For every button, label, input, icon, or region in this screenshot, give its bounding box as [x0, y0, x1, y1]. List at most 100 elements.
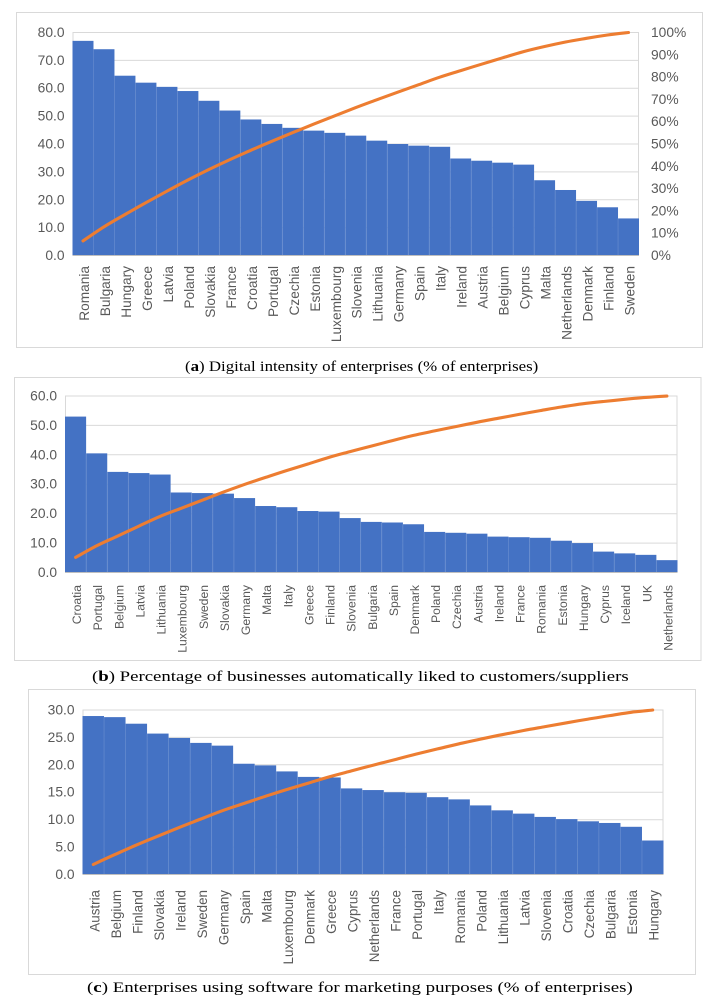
svg-text:80.0: 80.0	[38, 25, 65, 40]
svg-text:0.0: 0.0	[55, 867, 75, 882]
svg-text:UK: UK	[640, 585, 654, 602]
svg-text:Italy: Italy	[432, 890, 447, 915]
svg-text:Malta: Malta	[260, 585, 274, 615]
svg-text:60.0: 60.0	[30, 389, 57, 404]
svg-text:Italy: Italy	[434, 266, 449, 291]
svg-text:Estonia: Estonia	[625, 889, 640, 934]
svg-text:Slovakia: Slovakia	[152, 889, 167, 940]
svg-text:Iceland: Iceland	[619, 585, 633, 624]
svg-text:20.0: 20.0	[38, 192, 65, 207]
svg-text:40%: 40%	[651, 159, 679, 174]
svg-text:Lithuania: Lithuania	[155, 585, 169, 635]
svg-text:Lithuania: Lithuania	[371, 266, 386, 322]
svg-text:Netherlands: Netherlands	[560, 266, 575, 340]
svg-text:Finland: Finland	[130, 890, 145, 934]
svg-text:Poland: Poland	[182, 266, 197, 309]
svg-text:Greece: Greece	[302, 585, 316, 625]
svg-text:Romania: Romania	[453, 889, 468, 943]
svg-text:Belgium: Belgium	[497, 266, 512, 315]
svg-text:Hungary: Hungary	[647, 890, 662, 941]
svg-text:Ireland: Ireland	[173, 890, 188, 931]
svg-text:Germany: Germany	[239, 584, 253, 635]
svg-text:Ireland: Ireland	[493, 585, 507, 622]
svg-text:40.0: 40.0	[38, 137, 65, 152]
svg-text:Italy: Italy	[281, 584, 295, 607]
svg-text:5.0: 5.0	[55, 840, 75, 855]
svg-text:Netherlands: Netherlands	[367, 890, 382, 963]
svg-text:Austria: Austria	[471, 585, 485, 623]
svg-text:Denmark: Denmark	[408, 584, 422, 634]
svg-text:70%: 70%	[651, 92, 679, 107]
svg-text:0.0: 0.0	[38, 565, 58, 580]
svg-text:Luxembourg: Luxembourg	[329, 266, 344, 342]
svg-text:10%: 10%	[651, 226, 679, 241]
svg-text:Finland: Finland	[602, 266, 617, 311]
svg-text:Slovenia: Slovenia	[345, 585, 359, 632]
svg-text:Portugal: Portugal	[410, 890, 425, 940]
svg-text:Hungary: Hungary	[119, 266, 134, 318]
svg-text:10.0: 10.0	[30, 536, 57, 551]
svg-text:Spain: Spain	[413, 266, 428, 301]
svg-text:Malta: Malta	[539, 266, 554, 300]
svg-text:10.0: 10.0	[48, 812, 75, 827]
svg-text:Romania: Romania	[535, 585, 549, 634]
svg-text:Greece: Greece	[140, 266, 155, 311]
svg-text:Denmark: Denmark	[302, 890, 317, 945]
svg-text:Spain: Spain	[238, 890, 253, 924]
svg-text:50.0: 50.0	[38, 109, 65, 124]
svg-text:Latvia: Latvia	[518, 889, 533, 925]
svg-text:30.0: 30.0	[30, 477, 57, 492]
svg-text:France: France	[389, 890, 404, 932]
svg-text:France: France	[514, 585, 528, 623]
svg-text:Austria: Austria	[87, 889, 102, 931]
svg-text:30.0: 30.0	[38, 164, 65, 179]
svg-text:25.0: 25.0	[48, 730, 75, 745]
svg-text:Lithuania: Lithuania	[496, 889, 511, 944]
svg-text:Germany: Germany	[216, 890, 231, 945]
svg-text:Belgium: Belgium	[112, 585, 126, 629]
svg-text:Sweden: Sweden	[623, 266, 638, 315]
svg-text:Estonia: Estonia	[556, 585, 570, 626]
svg-text:Portugal: Portugal	[266, 266, 281, 317]
svg-text:Croatia: Croatia	[561, 889, 576, 933]
svg-text:Croatia: Croatia	[245, 266, 260, 311]
svg-text:Denmark: Denmark	[581, 266, 596, 322]
svg-text:Spain: Spain	[387, 585, 401, 616]
svg-text:15.0: 15.0	[48, 785, 75, 800]
svg-text:Austria: Austria	[476, 266, 491, 309]
svg-text:Finland: Finland	[324, 585, 338, 625]
svg-text:0.0: 0.0	[45, 248, 65, 263]
svg-text:Cyprus: Cyprus	[598, 585, 612, 624]
svg-text:20.0: 20.0	[30, 506, 57, 521]
svg-text:Estonia: Estonia	[308, 266, 323, 312]
svg-text:30.0: 30.0	[48, 703, 75, 718]
svg-text:Slovakia: Slovakia	[203, 266, 218, 318]
svg-text:Ireland: Ireland	[455, 266, 470, 308]
svg-text:Poland: Poland	[475, 890, 490, 932]
svg-text:10.0: 10.0	[38, 220, 65, 235]
svg-text:30%: 30%	[651, 181, 679, 196]
svg-text:Latvia: Latvia	[133, 585, 147, 618]
svg-text:Bulgaria: Bulgaria	[366, 585, 380, 630]
svg-text:100%: 100%	[651, 25, 686, 40]
svg-text:20.0: 20.0	[48, 757, 75, 772]
svg-text:Bulgaria: Bulgaria	[98, 266, 113, 317]
svg-text:Belgium: Belgium	[109, 890, 124, 938]
svg-text:France: France	[224, 266, 239, 309]
svg-text:Cyprus: Cyprus	[346, 890, 361, 933]
svg-text:Germany: Germany	[392, 266, 407, 322]
svg-text:60%: 60%	[651, 114, 679, 129]
svg-text:Hungary: Hungary	[577, 584, 591, 631]
svg-text:0%: 0%	[651, 248, 671, 263]
svg-text:60.0: 60.0	[38, 81, 65, 96]
svg-text:20%: 20%	[651, 203, 679, 218]
svg-text:Slovakia: Slovakia	[218, 585, 232, 631]
svg-text:Czechia: Czechia	[450, 585, 464, 629]
svg-text:Czechia: Czechia	[582, 889, 597, 938]
svg-text:40.0: 40.0	[30, 447, 57, 462]
svg-text:Croatia: Croatia	[70, 585, 84, 625]
svg-text:Poland: Poland	[429, 585, 443, 623]
svg-text:Latvia: Latvia	[161, 266, 176, 303]
svg-text:Slovenia: Slovenia	[539, 889, 554, 941]
svg-text:Netherlands: Netherlands	[661, 585, 675, 651]
